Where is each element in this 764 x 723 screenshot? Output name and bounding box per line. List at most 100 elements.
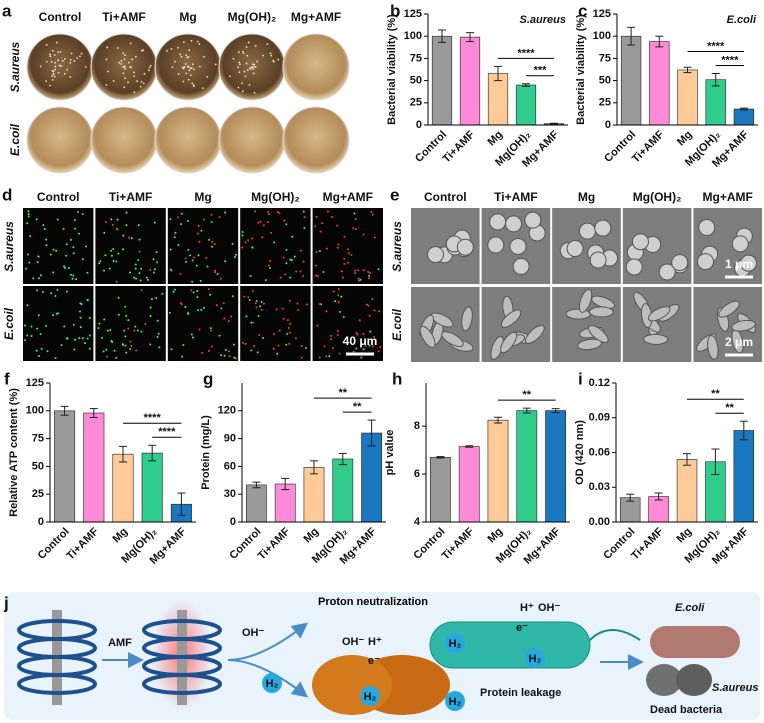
cell bbox=[589, 251, 607, 269]
colony bbox=[54, 68, 57, 71]
cell-dot bbox=[210, 345, 213, 348]
x-tick-label: Ti+AMF bbox=[256, 525, 293, 562]
dead-coccus bbox=[646, 664, 682, 696]
y-tick-label: 4 bbox=[414, 516, 421, 528]
cell-dot bbox=[210, 240, 213, 243]
protein-leakage-label: Protein leakage bbox=[480, 687, 561, 699]
cell-dot bbox=[74, 227, 77, 230]
cell-dot bbox=[190, 289, 193, 292]
colony bbox=[80, 52, 83, 55]
cell-dot bbox=[32, 277, 35, 280]
y-tick-label: 75 bbox=[599, 52, 611, 64]
cell-dot bbox=[138, 250, 141, 253]
cell-dot bbox=[72, 274, 75, 277]
cell-dot bbox=[336, 329, 339, 332]
fluorescence-image bbox=[167, 286, 239, 361]
colony bbox=[272, 59, 275, 62]
colony bbox=[53, 75, 56, 78]
cell-dot bbox=[134, 263, 137, 266]
colony bbox=[245, 62, 248, 65]
colony bbox=[66, 68, 69, 71]
cell-dot bbox=[325, 247, 328, 250]
column-header: Mg(OH)₂ bbox=[228, 10, 277, 24]
cell-dot bbox=[155, 296, 158, 299]
cell-dot bbox=[199, 279, 202, 282]
cell bbox=[647, 306, 671, 322]
cell-dot bbox=[70, 273, 73, 276]
cell-dot bbox=[316, 324, 319, 327]
colony bbox=[229, 75, 231, 78]
cell-dot bbox=[352, 227, 355, 230]
colony bbox=[51, 75, 54, 77]
colony bbox=[51, 79, 54, 81]
row-label: S.aureus bbox=[2, 221, 16, 272]
cell-dot bbox=[123, 329, 126, 332]
cell-dot bbox=[347, 261, 350, 264]
bar bbox=[303, 467, 325, 523]
cell-dot bbox=[354, 228, 357, 231]
cell-dot bbox=[72, 246, 75, 249]
cell-dot bbox=[186, 220, 189, 223]
cell-dot bbox=[379, 346, 382, 349]
cell bbox=[707, 334, 719, 360]
panel-letter: c bbox=[578, 1, 587, 20]
cell-dot bbox=[328, 355, 331, 358]
cell-dot bbox=[179, 273, 182, 276]
cell-dot bbox=[88, 334, 91, 337]
colony bbox=[187, 78, 190, 81]
colony bbox=[191, 82, 194, 85]
cell-dot bbox=[377, 268, 380, 271]
cell-dot bbox=[262, 302, 265, 305]
cell-dot bbox=[50, 292, 53, 295]
cell-dot bbox=[289, 322, 292, 325]
cell-dot bbox=[318, 356, 321, 359]
colony bbox=[182, 80, 185, 83]
colony bbox=[120, 63, 123, 65]
cell-dot bbox=[177, 243, 180, 246]
cell-dot bbox=[39, 332, 42, 335]
panel-letter: b bbox=[390, 1, 400, 20]
cell bbox=[512, 257, 530, 275]
cell-dot bbox=[276, 352, 279, 355]
cell-dot bbox=[289, 258, 292, 261]
cell-dot bbox=[130, 344, 133, 347]
column-header: Control bbox=[37, 190, 80, 204]
colony bbox=[124, 77, 126, 80]
cell-dot bbox=[99, 260, 102, 263]
cell-dot bbox=[170, 348, 173, 351]
colony bbox=[187, 66, 190, 69]
cell-dot bbox=[149, 306, 152, 309]
cell-dot bbox=[169, 218, 172, 221]
cell-dot bbox=[243, 295, 246, 298]
colony bbox=[133, 71, 135, 74]
cell-dot bbox=[257, 221, 260, 224]
colony bbox=[123, 58, 126, 61]
bar bbox=[459, 36, 481, 126]
bar bbox=[141, 452, 163, 523]
cell-dot bbox=[83, 342, 86, 345]
cell-dot bbox=[218, 334, 221, 337]
colony bbox=[129, 42, 132, 45]
cell-dot bbox=[266, 221, 269, 224]
cell-dot bbox=[36, 261, 39, 264]
y-tick-label: 75 bbox=[32, 433, 44, 445]
cell-dot bbox=[72, 252, 75, 255]
cell-dot bbox=[192, 291, 195, 294]
cell-dot bbox=[37, 314, 40, 317]
cell-dot bbox=[235, 253, 238, 256]
colony bbox=[245, 46, 248, 48]
cell-dot bbox=[45, 244, 48, 247]
cell-dot bbox=[281, 307, 284, 310]
cell-dot bbox=[130, 237, 133, 240]
colony bbox=[50, 61, 53, 63]
colony bbox=[242, 50, 244, 53]
cell-dot bbox=[180, 301, 183, 304]
colony bbox=[214, 63, 217, 66]
column-header: Mg+AMF bbox=[323, 190, 373, 204]
cell-dot bbox=[235, 357, 238, 360]
cell-dot bbox=[75, 278, 78, 281]
cell-dot bbox=[369, 330, 372, 333]
cell-dot bbox=[149, 343, 152, 346]
x-tick-label: Ti+AMF bbox=[630, 128, 667, 165]
cell-dot bbox=[224, 211, 227, 214]
